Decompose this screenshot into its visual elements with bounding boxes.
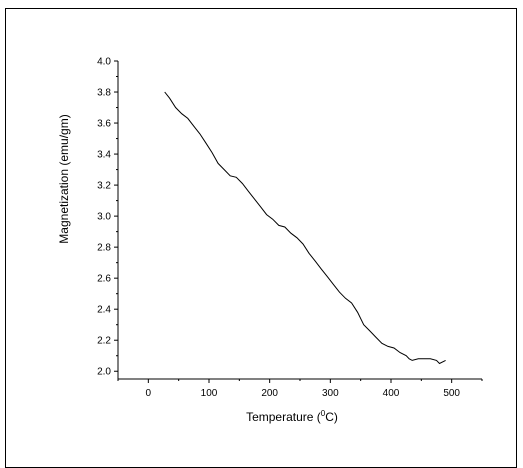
x-tick-label: 500 [443, 388, 460, 399]
y-tick-label: 2.8 [97, 243, 111, 254]
y-tick-label: 3.2 [97, 181, 111, 192]
y-tick-label: 2.2 [97, 336, 111, 347]
x-tick-label: 300 [322, 388, 339, 399]
y-tick-label: 2.0 [97, 367, 111, 378]
y-tick-label: 3.6 [97, 119, 111, 130]
plot-area [164, 91, 446, 365]
x-tick-label: 400 [383, 388, 400, 399]
x-axis-title: Temperature (0C) [246, 409, 338, 424]
x-axis-title-superscript: 0 [321, 409, 326, 418]
y-tick-label: 4.0 [97, 57, 111, 68]
series-line [164, 91, 446, 365]
y-tick-label: 3.0 [97, 212, 111, 223]
x-tick-label: 200 [261, 388, 278, 399]
x-axis-title-main: Temperature ( [246, 410, 321, 424]
magnetization-chart: 2.0 2.2 2.4 2.6 2.8 3.0 3.2 3.4 3.6 3.8 4.0 0 100 200… [57, 57, 483, 424]
x-tick-label: 0 [146, 388, 152, 399]
x-axis-title-unit: C) [325, 410, 338, 424]
y-tick-label: 3.8 [97, 88, 111, 99]
y-axis-title: Magnetization (emu/gm) [57, 114, 71, 243]
x-tick-label: 100 [201, 388, 218, 399]
y-tick-label: 2.4 [97, 305, 111, 316]
y-tick-label: 2.6 [97, 274, 111, 285]
chart-frame: 2.0 2.2 2.4 2.6 2.8 3.0 3.2 3.4 3.6 3.8 4.0 0 100 200… [5, 8, 517, 468]
axes: 2.0 2.2 2.4 2.6 2.8 3.0 3.2 3.4 3.6 3.8 4.0 0 100 200… [97, 57, 483, 399]
y-tick-label: 3.4 [97, 150, 111, 161]
